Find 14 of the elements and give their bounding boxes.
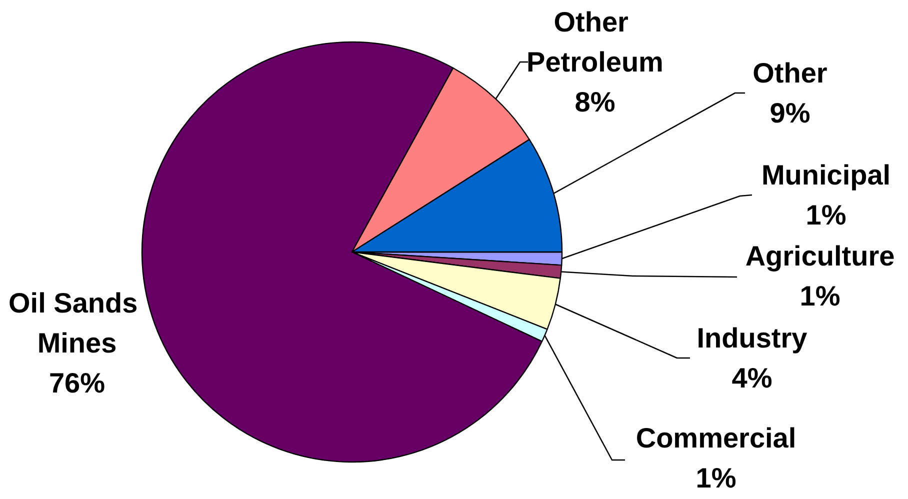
slice-label: Other: [752, 58, 828, 88]
data-label: 1%: [806, 200, 846, 230]
slice-label: Agriculture: [745, 240, 895, 272]
data-label: 9%: [770, 98, 810, 128]
slice-label: Municipal: [761, 160, 891, 190]
slice-label: Industry: [696, 322, 808, 354]
slice-label: Other Petroleum: [526, 6, 664, 78]
data-label: 76%: [48, 368, 106, 398]
data-label: 4%: [732, 362, 772, 394]
slice-label: Commercial: [636, 422, 796, 454]
data-label: 1%: [800, 280, 840, 312]
data-label: 8%: [574, 86, 616, 118]
data-label: 1%: [696, 462, 736, 494]
slice-label: Oil Sands Mines: [8, 288, 146, 358]
